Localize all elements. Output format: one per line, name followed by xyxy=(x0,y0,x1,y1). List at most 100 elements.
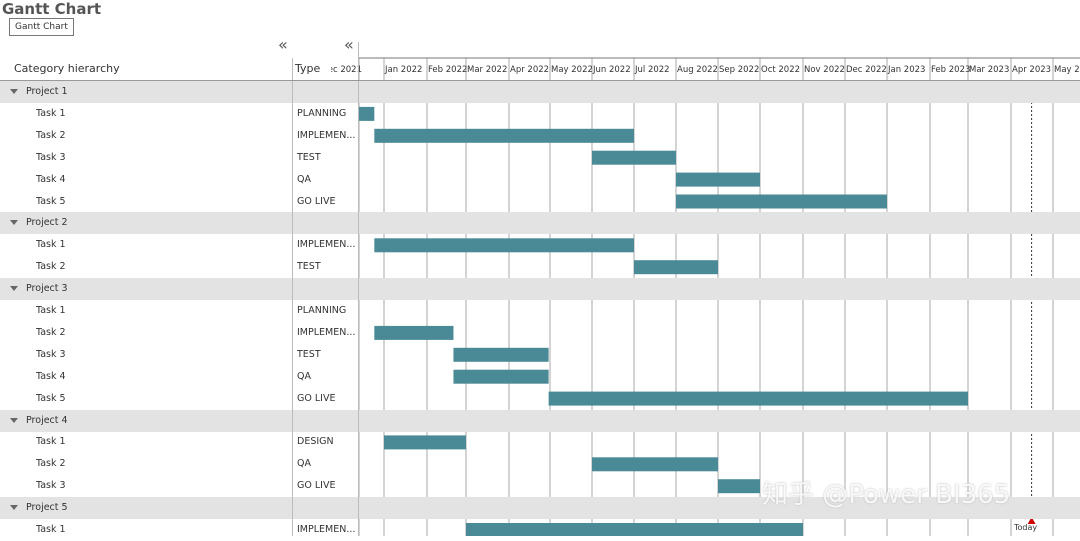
month-label: Oct 2022 xyxy=(761,65,801,75)
row-type: QA xyxy=(297,458,311,470)
month-label: Aug 2022 xyxy=(677,65,718,75)
expand-caret-icon[interactable] xyxy=(10,89,18,94)
gantt-bar[interactable] xyxy=(592,457,718,472)
gantt-bar[interactable] xyxy=(634,260,718,275)
row-name: Task 1 xyxy=(36,239,66,251)
task-row[interactable]: Task 1 IMPLEMEN... xyxy=(0,519,1080,541)
task-row[interactable]: Task 2 IMPLEMEN... xyxy=(0,322,1080,344)
category-hierarchy-header[interactable]: Category hierarchy xyxy=(14,62,120,75)
row-name: Task 3 xyxy=(36,151,66,163)
month-label: Mar 2022 xyxy=(467,65,508,75)
row-name: Project 5 xyxy=(26,502,68,514)
row-name: Task 4 xyxy=(36,173,66,185)
row-type: IMPLEMEN... xyxy=(297,524,355,535)
task-row[interactable]: Task 1 PLANNING xyxy=(0,103,1080,125)
row-type: GO LIVE xyxy=(297,392,336,404)
type-header[interactable]: Type xyxy=(295,62,321,75)
row-type: QA xyxy=(297,173,311,185)
gantt-bar[interactable] xyxy=(453,369,549,384)
expand-caret-icon[interactable] xyxy=(10,286,18,292)
row-name: Task 5 xyxy=(36,195,66,207)
row-name: Task 5 xyxy=(36,392,66,404)
task-row[interactable]: Task 3 GO LIVE xyxy=(0,475,1080,497)
gantt-bar[interactable] xyxy=(374,128,634,143)
page-title: Gantt Chart xyxy=(2,0,102,18)
project-row[interactable]: Project 1 xyxy=(0,81,1080,103)
task-row[interactable]: Task 1 PLANNING xyxy=(0,300,1080,322)
gantt-bar[interactable] xyxy=(592,150,676,165)
gantt-bar[interactable] xyxy=(548,391,968,406)
expand-caret-icon[interactable] xyxy=(10,220,18,226)
today-marker-icon xyxy=(1027,517,1036,524)
row-type: TEST xyxy=(297,261,321,273)
row-type: DESIGN xyxy=(297,436,334,448)
task-row[interactable]: Task 4 QA xyxy=(0,366,1080,388)
row-name: Project 3 xyxy=(26,283,68,295)
task-row[interactable]: Task 3 TEST xyxy=(0,344,1080,366)
gantt-bar[interactable] xyxy=(676,194,887,209)
gantt-bar[interactable] xyxy=(718,479,760,494)
row-name: Task 1 xyxy=(36,436,66,448)
gantt-bar[interactable] xyxy=(466,523,803,536)
project-row[interactable]: Project 4 xyxy=(0,409,1080,432)
row-name: Project 2 xyxy=(26,217,68,229)
task-row[interactable]: Task 1 IMPLEMEN... xyxy=(0,234,1080,256)
row-name: Task 2 xyxy=(36,458,66,470)
collapse-category-icon[interactable]: « xyxy=(278,35,288,54)
collapse-type-icon[interactable]: « xyxy=(344,35,354,54)
month-label: Apr 2023 xyxy=(1012,65,1052,75)
gantt-bar[interactable] xyxy=(359,106,375,121)
row-name: Task 4 xyxy=(36,370,66,382)
month-label: Dec 2021 xyxy=(331,65,362,75)
project-row[interactable]: Project 5 xyxy=(0,497,1080,520)
task-row[interactable]: Task 5 GO LIVE xyxy=(0,388,1080,410)
expand-caret-icon[interactable] xyxy=(10,417,18,423)
row-type: TEST xyxy=(297,348,321,360)
row-name: Task 3 xyxy=(36,480,66,492)
gantt-bar[interactable] xyxy=(384,435,466,450)
row-name: Project 1 xyxy=(26,86,68,97)
month-label: Feb 2023 xyxy=(931,65,971,75)
row-name: Task 1 xyxy=(36,107,66,119)
gantt-bar[interactable] xyxy=(453,347,549,362)
column-divider[interactable] xyxy=(292,58,293,536)
row-type xyxy=(297,81,355,103)
timeline-divider[interactable] xyxy=(358,42,359,536)
project-row[interactable]: Project 2 xyxy=(0,212,1080,235)
month-label: Apr 2022 xyxy=(510,65,550,75)
row-type: TEST xyxy=(297,151,321,163)
month-label: Feb 2022 xyxy=(428,65,468,75)
month-label: Mar 2023 xyxy=(969,65,1010,75)
month-label: Jan 2023 xyxy=(888,65,926,75)
task-row[interactable]: Task 1 DESIGN xyxy=(0,431,1080,453)
month-label: Jun 2022 xyxy=(593,65,631,75)
month-label: Jul 2022 xyxy=(635,65,670,75)
gantt-bar[interactable] xyxy=(374,325,454,340)
task-row[interactable]: Task 2 TEST xyxy=(0,256,1080,278)
expand-caret-icon[interactable] xyxy=(10,505,18,511)
month-label: May 2023 xyxy=(1054,65,1080,75)
month-label: Jan 2022 xyxy=(385,65,423,75)
gantt-chart-button[interactable]: Gantt Chart xyxy=(9,18,74,36)
task-row[interactable]: Task 5 GO LIVE xyxy=(0,191,1080,213)
row-type: QA xyxy=(297,370,311,382)
task-row[interactable]: Task 3 TEST xyxy=(0,147,1080,169)
row-type: IMPLEMEN... xyxy=(297,326,355,338)
gantt-bar[interactable] xyxy=(676,172,760,187)
row-type: GO LIVE xyxy=(297,480,336,492)
row-name: Project 4 xyxy=(26,414,68,426)
gantt-bar[interactable] xyxy=(374,238,634,253)
row-type xyxy=(297,278,355,300)
row-type xyxy=(297,410,355,432)
row-type: IMPLEMEN... xyxy=(297,239,355,251)
project-row[interactable]: Project 3 xyxy=(0,278,1080,301)
watermark: 知乎 @Power BI365 xyxy=(762,480,1011,510)
task-row[interactable]: Task 2 IMPLEMEN... xyxy=(0,125,1080,147)
row-type: PLANNING xyxy=(297,107,347,119)
row-name: Task 3 xyxy=(36,348,66,360)
month-label: Dec 2022 xyxy=(846,65,887,75)
task-row[interactable]: Task 2 QA xyxy=(0,453,1080,475)
task-row[interactable]: Task 4 QA xyxy=(0,169,1080,191)
row-type xyxy=(297,212,355,234)
month-label: Nov 2022 xyxy=(804,65,845,75)
